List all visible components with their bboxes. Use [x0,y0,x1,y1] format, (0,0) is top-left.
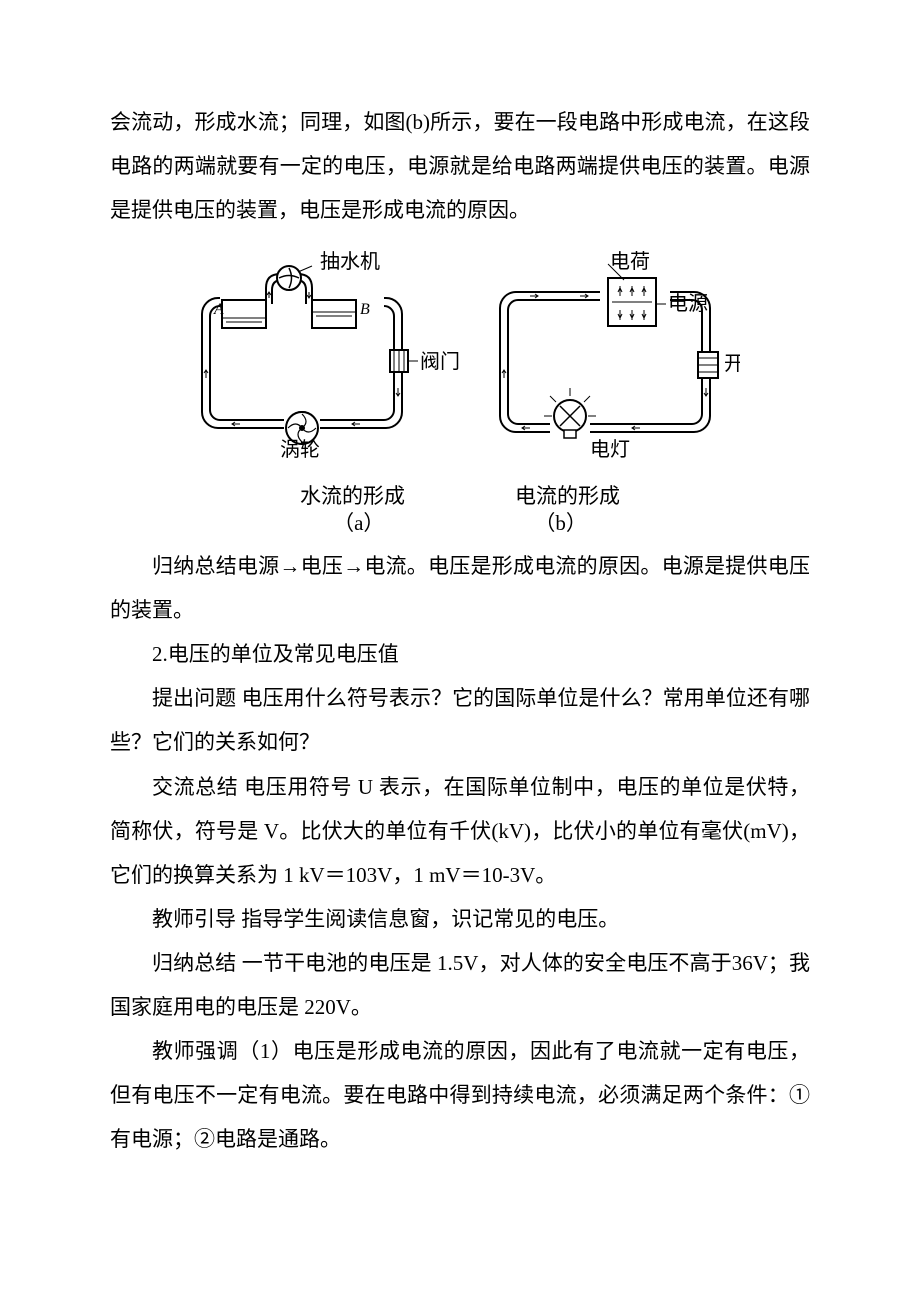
caption-elec-2: （b） [534,509,587,538]
paragraph-3: 2.电压的单位及常见电压值 [110,632,810,676]
switch-label: 开关 [724,352,740,375]
switch-icon [698,352,718,378]
figure-container: A B 抽水机 [110,238,810,538]
caption-water-2: （a） [333,509,384,538]
power-source-icon [608,278,656,326]
source-label: 电源 [668,292,708,315]
figure-captions-row1: 水流的形成 电流的形成 [110,483,810,510]
charge-label: 电荷 [610,250,650,273]
paragraph-1: 会流动，形成水流；同理，如图(b)所示，要在一段电路中形成电流，在这段电路的两端… [110,100,810,232]
paragraph-8: 教师强调（1）电压是形成电流的原因，因此有了电流就一定有电压，但有电压不一定有电… [110,1029,810,1161]
lamp-label: 电灯 [590,438,630,461]
figure-captions-row2: （a） （b） [110,509,810,538]
paragraph-4: 提出问题 电压用什么符号表示？它的国际单位是什么？常用单位还有哪些？它们的关系如… [110,676,810,764]
valve-label: 阀门 [420,350,460,373]
turbine-label: 涡轮 [280,438,320,461]
caption-elec-1: 电流的形成 [515,483,620,510]
water-electric-analogy-diagram: A B 抽水机 [180,238,740,468]
paragraph-7: 归纳总结 一节干电池的电压是 1.5V，对人体的安全电压不高于36V；我国家庭用… [110,941,810,1029]
label-b: B [360,301,370,318]
electric-flow-diagram: 电荷 电源 开关 [500,250,740,461]
valve-icon [390,350,408,372]
water-flow-diagram: A B 抽水机 [202,250,460,461]
paragraph-6: 教师引导 指导学生阅读信息窗，识记常见的电压。 [110,897,810,941]
paragraph-5: 交流总结 电压用符号 U 表示，在国际单位制中，电压的单位是伏特，简称伏，符号是… [110,765,810,897]
label-a: A [213,301,224,318]
paragraph-2: 归纳总结电源→电压→电流。电压是形成电流的原因。电源是提供电压的装置。 [110,544,810,632]
pump-label: 抽水机 [320,250,380,273]
caption-water-1: 水流的形成 [300,483,405,510]
